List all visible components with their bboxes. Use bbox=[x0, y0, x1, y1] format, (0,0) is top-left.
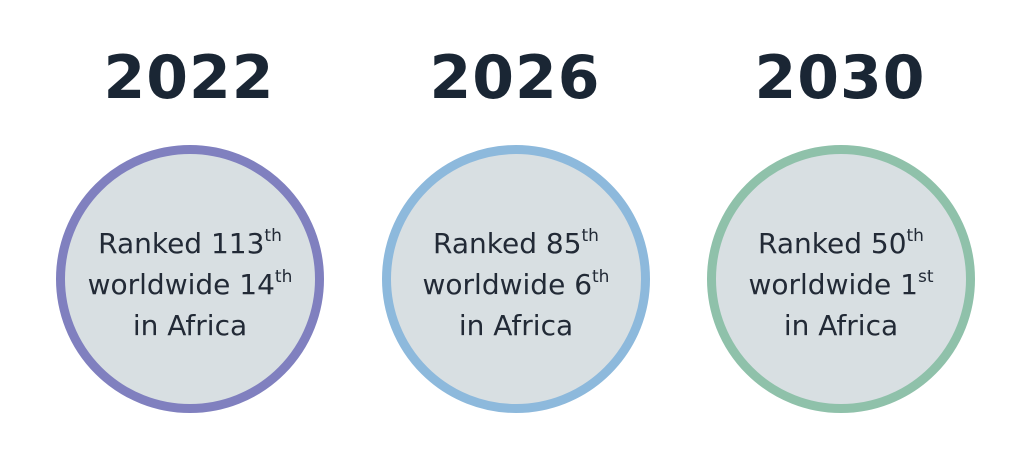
region-line: in Africa bbox=[132, 308, 248, 342]
ranked-value: Ranked 50 bbox=[758, 226, 907, 260]
year-label: 2030 bbox=[754, 43, 926, 113]
year-label: 2026 bbox=[429, 43, 601, 113]
worldwide-value: worldwide 1 bbox=[748, 267, 918, 301]
worldwide-line: worldwide 6th bbox=[423, 264, 610, 305]
milestone-2026: 2026 Ranked 85th worldwide 6th in Africa bbox=[380, 0, 650, 451]
worldwide-value: worldwide 6 bbox=[422, 267, 593, 301]
milestone-2030: 2030 Ranked 50th worldwide 1st in Africa bbox=[705, 0, 975, 451]
ordinal-suffix: th bbox=[274, 266, 293, 287]
ordinal-suffix: th bbox=[581, 225, 599, 246]
ranking-text: Ranked 85th worldwide 6th in Africa bbox=[423, 223, 610, 346]
worldwide-line: worldwide 1st bbox=[748, 264, 933, 305]
ranked-line: Ranked 85th bbox=[423, 223, 610, 264]
ordinal-suffix: st bbox=[917, 266, 934, 287]
milestone-circle: Ranked 85th worldwide 6th in Africa bbox=[382, 145, 650, 413]
worldwide-line: worldwide 14th bbox=[88, 264, 293, 305]
region-line: in Africa bbox=[458, 308, 574, 342]
region-line: in Africa bbox=[783, 308, 899, 342]
year-label: 2022 bbox=[103, 43, 275, 113]
ranking-text: Ranked 113th worldwide 14th in Africa bbox=[88, 223, 293, 346]
ordinal-suffix: th bbox=[592, 266, 610, 287]
milestone-2022: 2022 Ranked 113th worldwide 14th in Afri… bbox=[54, 0, 324, 451]
ranked-line: Ranked 50th bbox=[748, 223, 933, 264]
ordinal-suffix: th bbox=[906, 225, 924, 246]
ranked-value: Ranked 113 bbox=[98, 226, 265, 260]
milestone-circle: Ranked 113th worldwide 14th in Africa bbox=[56, 145, 324, 413]
ranked-value: Ranked 85 bbox=[433, 226, 582, 260]
ordinal-suffix: th bbox=[264, 225, 282, 246]
milestone-circle: Ranked 50th worldwide 1st in Africa bbox=[707, 145, 975, 413]
ranked-line: Ranked 113th bbox=[88, 223, 293, 264]
worldwide-value: worldwide 14 bbox=[87, 267, 275, 301]
ranking-text: Ranked 50th worldwide 1st in Africa bbox=[748, 223, 933, 346]
